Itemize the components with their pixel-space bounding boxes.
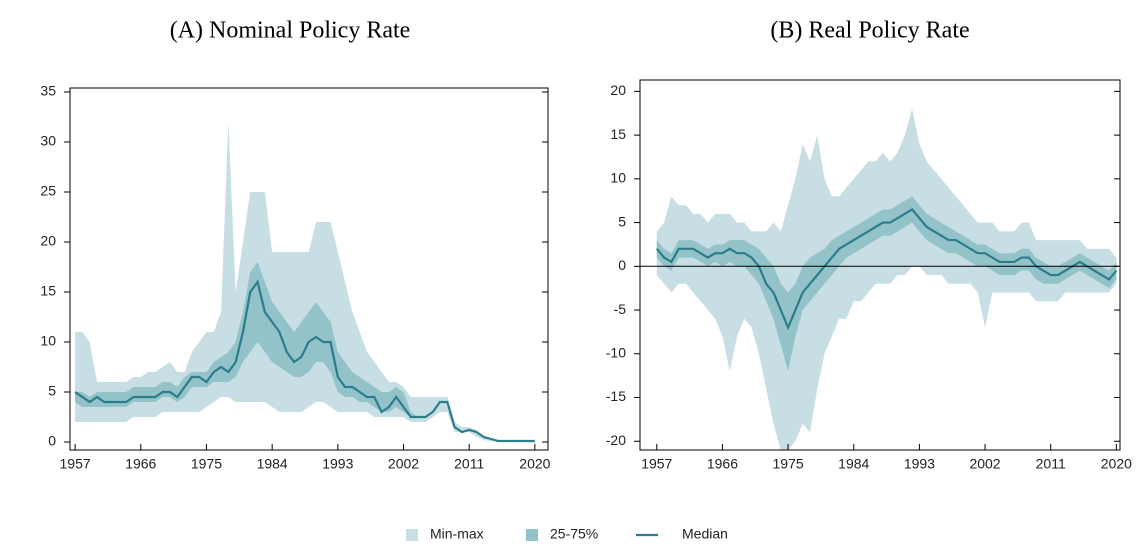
y-tick-label: 30 bbox=[40, 133, 56, 149]
x-tick-label: 1975 bbox=[773, 456, 804, 472]
legend-label: 25-75% bbox=[550, 526, 598, 542]
median-line bbox=[655, 208, 1118, 331]
chart-title: (A) Nominal Policy Rate bbox=[170, 18, 411, 44]
x-tick-label: 1966 bbox=[125, 456, 156, 472]
y-tick-label: 20 bbox=[40, 233, 56, 249]
plot-frame bbox=[639, 79, 1121, 451]
band bbox=[75, 122, 535, 442]
x-tick-label: 2011 bbox=[454, 456, 484, 472]
legend-swatch bbox=[406, 529, 418, 541]
y-tick-label: 5 bbox=[618, 213, 626, 229]
y-tick-label: -20 bbox=[606, 432, 626, 448]
y-tick-label: 0 bbox=[48, 433, 56, 449]
y-tick-label: 5 bbox=[48, 383, 56, 399]
x-tick-label: 1984 bbox=[257, 456, 288, 472]
x-tick-label: 2002 bbox=[388, 456, 419, 472]
legend-swatch bbox=[526, 529, 538, 541]
x-tick-label: 2002 bbox=[969, 456, 1000, 472]
plot bbox=[655, 108, 1118, 450]
x-tick-label: 1966 bbox=[707, 456, 738, 472]
x-tick-label: 2011 bbox=[1036, 456, 1066, 472]
x-tick-label: 1993 bbox=[904, 456, 935, 472]
x-tick-label: 1975 bbox=[191, 456, 222, 472]
x-tick-label: 1957 bbox=[641, 456, 672, 472]
plot bbox=[74, 122, 535, 443]
y-tick-label: -10 bbox=[606, 344, 626, 360]
band bbox=[656, 108, 1117, 450]
y-tick-label: 35 bbox=[40, 83, 56, 99]
y-tick-label: 10 bbox=[40, 333, 56, 349]
y-tick-label: 15 bbox=[610, 126, 626, 142]
y-tick-label: 20 bbox=[610, 82, 626, 98]
y-tick-label: -15 bbox=[606, 388, 626, 404]
y-tick-label: 25 bbox=[40, 183, 56, 199]
x-tick-label: 2020 bbox=[1101, 456, 1132, 472]
x-tick-label: 1957 bbox=[60, 456, 91, 472]
x-tick-label: 1993 bbox=[322, 456, 353, 472]
legend-label: Median bbox=[682, 526, 728, 542]
y-tick-label: 10 bbox=[610, 170, 626, 186]
chart-title: (B) Real Policy Rate bbox=[770, 18, 969, 44]
median-line bbox=[74, 279, 535, 443]
x-tick-label: 2020 bbox=[519, 456, 550, 472]
band bbox=[656, 196, 1117, 372]
plot-frame bbox=[69, 87, 549, 451]
legend-label: Min-max bbox=[430, 526, 484, 542]
y-tick-label: 15 bbox=[40, 283, 56, 299]
x-tick-label: 1984 bbox=[838, 456, 869, 472]
y-tick-label: 0 bbox=[618, 257, 626, 273]
y-tick-label: -5 bbox=[614, 301, 627, 317]
